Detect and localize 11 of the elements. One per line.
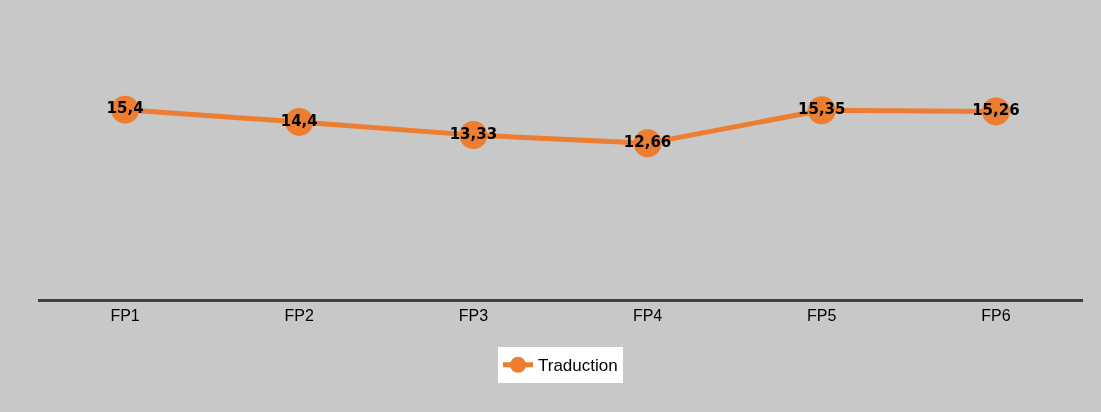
data-label: 13,33 [449, 124, 498, 143]
x-tick-label: FP4 [632, 307, 663, 325]
data-label: 12,66 [623, 133, 672, 152]
x-tick-label: FP5 [807, 307, 837, 325]
x-tick-label: FP3 [458, 307, 489, 325]
legend-label: Traduction [538, 356, 618, 376]
x-tick-label: FP2 [284, 307, 315, 325]
data-label: 14,4 [280, 111, 318, 130]
data-label: 15,35 [798, 100, 846, 119]
x-tick-label: FP1 [110, 307, 140, 325]
x-tick-label: FP6 [981, 307, 1011, 325]
